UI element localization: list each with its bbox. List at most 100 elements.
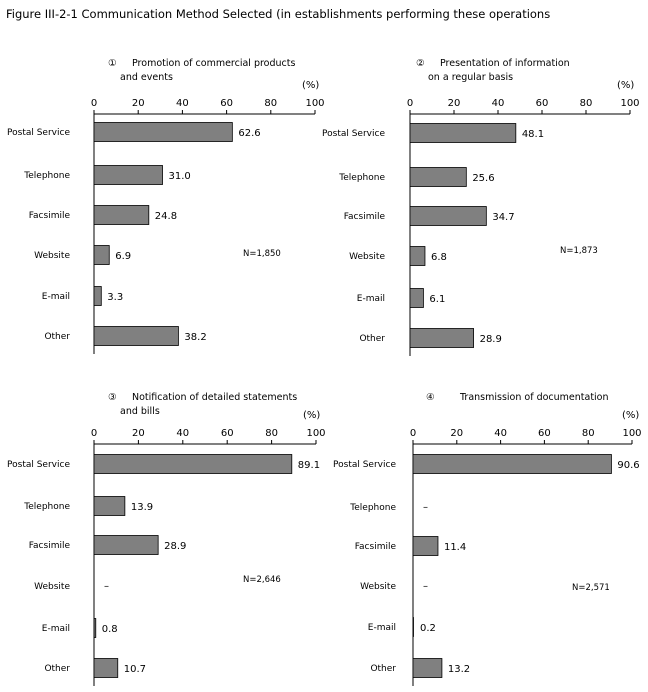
panel2-value-label: 48.1 <box>522 129 544 140</box>
panel3-bar <box>93 535 159 555</box>
panel2-value-label: 6.1 <box>429 294 445 305</box>
panel3-category-label: E-mail <box>42 624 70 634</box>
panel4-tick-label: 40 <box>494 428 507 439</box>
panel4-tick-label: 0 <box>410 428 416 439</box>
panel4-bar <box>412 454 612 474</box>
panel3-value-label: 0.8 <box>102 624 118 635</box>
panel3-tick-label: 0 <box>91 428 97 439</box>
panel1-tick-label: 20 <box>132 98 145 109</box>
panel2-category-label: Facsimile <box>344 212 386 222</box>
panel4-category-label: Facsimile <box>355 542 397 552</box>
panel2-category-label: E-mail <box>357 294 385 304</box>
panel1-category-label: Postal Service <box>7 128 70 138</box>
panel3-title-line: and bills <box>120 406 160 417</box>
panel4-bar <box>412 536 439 556</box>
panel2-category-label: Website <box>349 252 385 262</box>
panel2-unit-label: (%) <box>617 80 634 91</box>
panel3-tick-label: 80 <box>265 428 278 439</box>
panel1-title-line: Promotion of commercial products <box>132 58 295 69</box>
panel3-category-label: Facsimile <box>29 541 71 551</box>
panel1-tick-label: 80 <box>264 98 277 109</box>
panel2-value-label: 28.9 <box>480 334 502 345</box>
panel2-tick-label: 20 <box>448 98 461 109</box>
panel3-value-label: 10.7 <box>124 664 146 675</box>
panel4-tick-label: 80 <box>582 428 595 439</box>
panel2-category-label: Postal Service <box>322 129 385 139</box>
panel4-tick-label: 100 <box>622 428 641 439</box>
panel3-category-label: Telephone <box>23 502 70 512</box>
panel1-tick-label: 0 <box>91 98 97 109</box>
panel2-category-label: Other <box>359 334 385 344</box>
panel4-unit-label: (%) <box>622 410 639 421</box>
panel2-bar <box>409 288 424 308</box>
panel1-value-label: 62.6 <box>238 128 260 139</box>
panel4-tick-label: 20 <box>450 428 463 439</box>
panel4-value-label: 0.2 <box>420 623 436 634</box>
panel3-bar <box>93 454 293 474</box>
panel2-title-line: Presentation of information <box>440 58 570 69</box>
panel2-bar <box>409 246 426 266</box>
panel1-bar <box>93 326 179 346</box>
panel1-bar <box>93 122 233 142</box>
panel1-bar <box>93 165 163 185</box>
panel2-bar <box>409 328 474 348</box>
panel3-tick-label: 40 <box>176 428 189 439</box>
panel1-value-label: 6.9 <box>115 251 131 262</box>
panel4-bar <box>412 617 414 637</box>
panel1-bar <box>93 205 150 225</box>
panel4-value-label: – <box>423 502 428 513</box>
panel4-category-label: Telephone <box>349 503 396 513</box>
panel3-title-line: Notification of detailed statements <box>132 392 297 403</box>
panel3-value-label: 89.1 <box>298 460 320 471</box>
panel2-bar <box>409 206 487 226</box>
panel3-category-label: Other <box>44 664 70 674</box>
panel1-bar <box>93 286 102 306</box>
panel1-value-label: 31.0 <box>169 171 191 182</box>
panel2-tick-label: 60 <box>536 98 549 109</box>
panel3-category-label: Website <box>34 582 70 592</box>
panel2-value-label: 25.6 <box>472 173 494 184</box>
panel3-tick-label: 20 <box>132 428 145 439</box>
panel2-tick-label: 0 <box>407 98 413 109</box>
panel4-value-label: 11.4 <box>444 542 466 553</box>
panel1-title-number: ① <box>108 58 117 69</box>
panel3-n-label: N=2,646 <box>243 575 281 585</box>
panel4-value-label: 13.2 <box>448 664 470 675</box>
panel2-value-label: 6.8 <box>431 252 447 263</box>
panel1-title-line: and events <box>120 72 173 83</box>
panel1-category-label: Telephone <box>23 171 70 181</box>
panel2-title-line: on a regular basis <box>428 72 513 83</box>
panel1-value-label: 3.3 <box>107 292 123 303</box>
panel1-unit-label: (%) <box>302 80 319 91</box>
panel3-value-label: 28.9 <box>164 541 186 552</box>
panel1-category-label: Website <box>34 251 70 261</box>
panel2-tick-label: 80 <box>580 98 593 109</box>
panel4-category-label: Postal Service <box>333 460 396 470</box>
panel3-bar <box>93 618 97 638</box>
panel2-bar <box>409 167 467 187</box>
panel1-tick-label: 100 <box>305 98 324 109</box>
panel3-tick-label: 60 <box>221 428 234 439</box>
panel3-bar <box>93 496 126 516</box>
panel1-bar <box>93 245 110 265</box>
panel1-tick-label: 40 <box>176 98 189 109</box>
panel3-value-label: – <box>104 581 109 592</box>
panel1-category-label: Other <box>44 332 70 342</box>
panel4-bar <box>412 658 443 678</box>
panel1-n-label: N=1,850 <box>243 249 281 259</box>
panel4-n-label: N=2,571 <box>572 583 610 593</box>
panel4-value-label: 90.6 <box>617 460 639 471</box>
panel2-tick-label: 40 <box>492 98 505 109</box>
panel3-category-label: Postal Service <box>7 460 70 470</box>
panel4-tick-label: 60 <box>538 428 551 439</box>
panel2-title-number: ② <box>416 58 425 69</box>
panel3-unit-label: (%) <box>303 410 320 421</box>
panel1-category-label: E-mail <box>42 292 70 302</box>
panel2-category-label: Telephone <box>338 173 385 183</box>
panel4-title-number: ④ <box>426 392 435 403</box>
panel1-category-label: Facsimile <box>29 211 71 221</box>
panel3-bar <box>93 658 119 678</box>
panel2-bar <box>409 123 517 143</box>
panel2-n-label: N=1,873 <box>560 246 598 256</box>
